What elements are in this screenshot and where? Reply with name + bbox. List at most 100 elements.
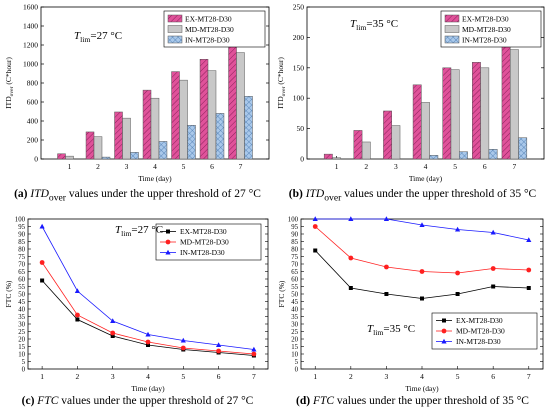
marker-triangle [74, 288, 81, 293]
x-axis-label: Time (day) [409, 174, 443, 183]
marker-square [146, 343, 150, 347]
legend-swatch [167, 35, 183, 44]
x-tick-label: 3 [111, 372, 115, 381]
marker-square [491, 284, 496, 289]
x-axis-label: Time (day) [131, 384, 165, 393]
y-tick-label: 60 [18, 276, 25, 283]
y-tick-label: 100 [288, 216, 299, 223]
y-tick-label: 10 [18, 351, 25, 358]
bar [122, 117, 131, 160]
bar [187, 125, 196, 160]
x-tick-label: 7 [252, 372, 256, 381]
bar [429, 155, 439, 160]
bar [101, 156, 111, 160]
marker-circle [348, 255, 354, 261]
bar [518, 137, 528, 160]
marker-triangle [526, 237, 532, 242]
bar [421, 102, 430, 160]
caption-b: (b) ITDover values under the upper thres… [288, 188, 537, 204]
marker-circle [490, 266, 496, 271]
threshold-label: Tlim=35 °C [350, 18, 398, 32]
bar [199, 59, 209, 160]
bar [509, 49, 519, 160]
marker-triangle [215, 342, 222, 347]
y-tick-label: 600 [27, 98, 39, 107]
bar [412, 84, 422, 160]
y-tick-label: 5 [295, 359, 299, 366]
bar [85, 131, 95, 160]
bar [65, 155, 74, 160]
x-tick-label: 4 [424, 162, 428, 171]
marker-square [313, 248, 318, 253]
marker-circle [39, 260, 45, 265]
line-chart-d: 0510152025303540455055606570758085909510… [277, 216, 544, 393]
x-tick-label: 4 [420, 372, 424, 381]
bar [142, 89, 152, 160]
x-tick-label: 1 [335, 162, 339, 171]
legend-label: EX-MT28-D30 [462, 15, 509, 24]
y-tick-label: 0 [34, 155, 38, 164]
x-tick-label: 1 [40, 372, 44, 381]
marker-triangle [383, 216, 390, 221]
bar [93, 136, 103, 160]
y-tick-label: 55 [18, 284, 25, 291]
x-tick-label: 5 [182, 162, 186, 171]
y-axis-label: ITDover (C*hour) [4, 57, 15, 109]
y-tick-label: 5 [22, 359, 26, 366]
marker-triangle [110, 318, 116, 323]
legend-swatch [444, 14, 460, 23]
bar [114, 111, 123, 160]
y-tick-label: 75 [291, 254, 298, 261]
bar [361, 141, 371, 160]
marker-triangle [251, 346, 257, 352]
marker-square [526, 286, 531, 290]
y-tick-label: 95 [18, 224, 25, 231]
chart-panel-c: 0 5 10 15 20 25 30 35 40 45 50 55 60 65 70 75 80 85 90 95 10… [0, 207, 275, 414]
y-tick-label: 200 [27, 136, 39, 145]
bar-chart-a: 0 200 400 600 800 1000 1200 1400 1600 1 2 3 4 5 6 7 Time… [4, 3, 270, 183]
y-tick-label: 1000 [23, 60, 38, 69]
legend-swatch [444, 25, 460, 33]
bar [158, 141, 168, 160]
y-tick-label: 25 [18, 329, 25, 336]
marker-triangle [419, 222, 425, 227]
marker-circle [75, 312, 80, 318]
x-tick-label: 5 [453, 162, 457, 171]
y-tick-label: 15 [18, 344, 25, 351]
series-line [314, 250, 529, 299]
y-tick-label: 0 [295, 366, 299, 373]
marker-square [40, 278, 45, 283]
y-tick-label: 85 [18, 239, 25, 246]
y-tick-label: 1400 [23, 22, 38, 31]
bar [130, 152, 139, 160]
y-tick-label: 200 [293, 33, 305, 42]
bar [480, 67, 490, 160]
bar [442, 67, 452, 160]
x-tick-label: 7 [527, 372, 531, 381]
x-tick-label: 5 [181, 372, 185, 381]
marker-circle [165, 239, 171, 245]
legend-swatch [167, 14, 183, 23]
y-tick-label: 35 [18, 314, 25, 321]
x-tick-label: 6 [210, 162, 214, 171]
legend-swatch [167, 25, 183, 33]
y-tick-label: 50 [297, 124, 305, 133]
marker-triangle [39, 223, 45, 229]
legend-swatch [444, 35, 460, 44]
x-axis-label: Time (day) [405, 384, 439, 393]
y-tick-label: 95 [291, 224, 298, 231]
bar-chart-b: 0 50 100 150 200 250 1 2 3 4 5 6 7 Time (day) ITDover … [276, 3, 545, 183]
threshold-label: Tlim=27 °C [115, 224, 163, 238]
x-tick-label: 7 [239, 162, 243, 171]
bar [215, 113, 225, 160]
y-tick-label: 55 [291, 284, 298, 291]
y-tick-label: 35 [291, 314, 298, 321]
y-tick-label: 50 [291, 291, 298, 298]
legend-label: IN-MT28-D30 [185, 36, 230, 45]
y-tick-label: 40 [291, 306, 298, 313]
bar [391, 125, 401, 160]
marker-triangle [348, 216, 354, 221]
marker-square [166, 229, 170, 234]
marker-square [75, 317, 80, 322]
marker-square [455, 292, 460, 296]
